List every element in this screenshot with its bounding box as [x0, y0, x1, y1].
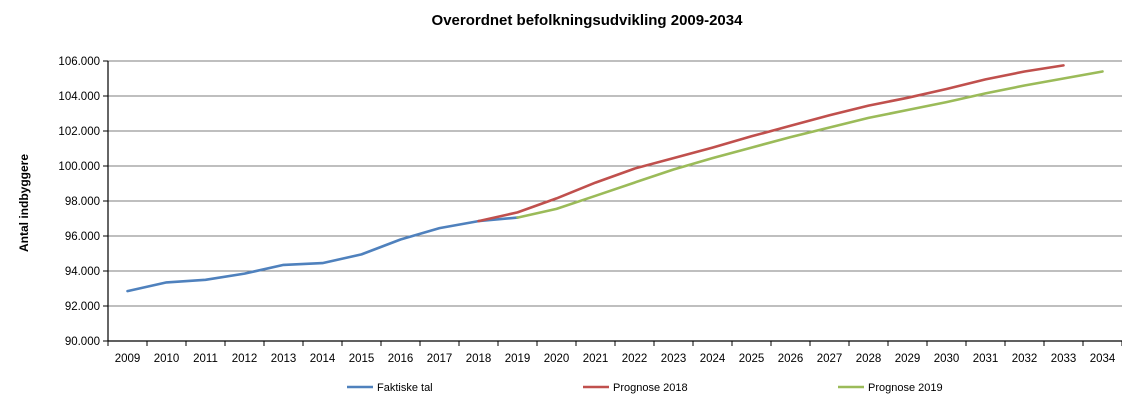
x-tick-label: 2012	[232, 353, 258, 365]
series-line	[126, 216, 519, 293]
x-tick-label: 2010	[154, 353, 180, 365]
x-tick-label: 2026	[778, 353, 804, 365]
x-tick-label: 2009	[115, 353, 141, 365]
y-tick-label: 96.000	[65, 231, 100, 243]
x-tick-label: 2028	[856, 353, 882, 365]
x-tick-label: 2016	[388, 353, 414, 365]
y-axis: 90.000 92.000 94.000 96.000 98.000 100.000 102…	[58, 56, 109, 348]
y-tick-label: 92.000	[65, 301, 100, 313]
legend-label: Faktiske tal	[377, 382, 433, 394]
x-tick-label: 2029	[895, 353, 921, 365]
x-tick-label: 2024	[700, 353, 726, 365]
x-tick-label: 2030	[934, 353, 960, 365]
x-axis: 2009 2010 2011 2012 2013 2014 2015 2016 2017 2018…	[107, 341, 1122, 365]
legend-label: Prognose 2019	[868, 382, 943, 394]
x-tick-label: 2019	[505, 353, 531, 365]
series-line	[516, 70, 1104, 219]
legend: Faktiske tal Prognose 2018 Prognose 2019	[347, 382, 943, 394]
x-tick-label: 2023	[661, 353, 687, 365]
x-tick-label: 2017	[427, 353, 453, 365]
y-tick-label: 100.000	[58, 161, 100, 173]
x-tick-label: 2021	[583, 353, 609, 365]
x-tick-label: 2011	[193, 353, 218, 365]
y-tick-label: 102.000	[58, 126, 100, 138]
y-tick-label: 98.000	[65, 196, 100, 208]
x-tick-label: 2013	[271, 353, 297, 365]
x-tick-label: 2032	[1012, 353, 1038, 365]
x-tick-label: 2027	[817, 353, 843, 365]
y-tick-label: 94.000	[65, 266, 100, 278]
x-tick-label: 2022	[622, 353, 648, 365]
chart-title: Overordnet befolkningsudvikling 2009-203…	[432, 12, 744, 29]
x-tick-label: 2018	[466, 353, 492, 365]
x-tick-label: 2025	[739, 353, 765, 365]
x-tick-label: 2034	[1090, 353, 1116, 365]
x-tick-label: 2014	[310, 353, 336, 365]
series-lines	[126, 64, 1104, 293]
x-tick-label: 2031	[973, 353, 999, 365]
y-tick-label: 90.000	[65, 336, 100, 348]
legend-label: Prognose 2018	[613, 382, 688, 394]
y-tick-label: 106.000	[58, 56, 100, 68]
x-tick-label: 2033	[1051, 353, 1077, 365]
x-tick-label: 2015	[349, 353, 375, 365]
x-tick-label: 2020	[544, 353, 570, 365]
y-axis-label: Antal indbyggere	[17, 154, 31, 252]
y-tick-label: 104.000	[58, 91, 100, 103]
gridlines	[108, 60, 1122, 342]
series-line	[477, 64, 1065, 223]
